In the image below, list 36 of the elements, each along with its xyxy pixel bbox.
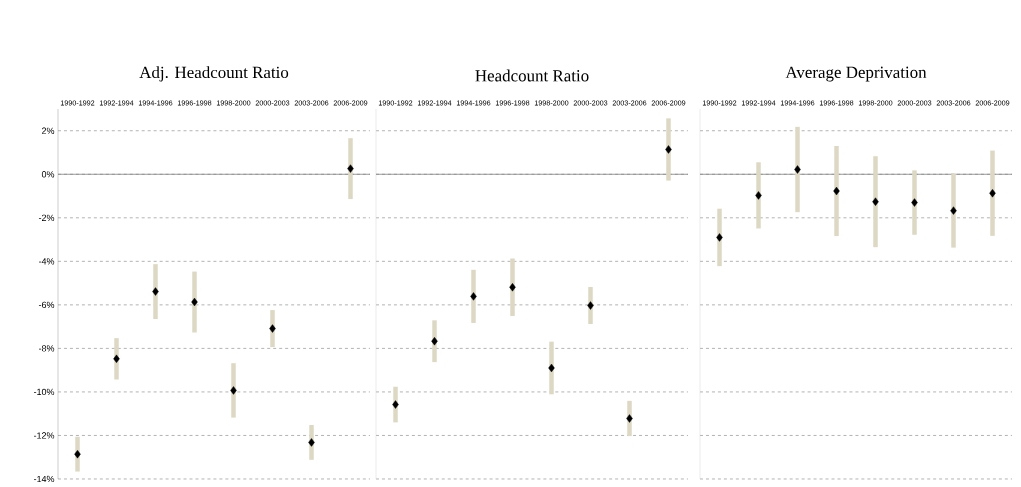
- point: [308, 438, 315, 447]
- y-tick-label: -12%: [33, 432, 55, 439]
- point: [113, 354, 120, 364]
- chart-title: Adj. Headcount Ratio: [139, 66, 289, 82]
- y-tick-label: -6%: [38, 301, 55, 309]
- point: [665, 145, 672, 154]
- point: [755, 191, 762, 200]
- y-tick-label: 0%: [41, 171, 55, 178]
- point: [74, 449, 81, 459]
- point: [626, 414, 633, 423]
- point: [392, 400, 399, 409]
- point: [911, 198, 918, 207]
- point: [833, 186, 840, 196]
- chart-title: Average Deprivation: [785, 66, 927, 82]
- point: [269, 324, 276, 333]
- point: [431, 337, 438, 346]
- y-tick-label: -10%: [33, 388, 55, 396]
- point: [548, 363, 555, 373]
- y-tick-label: -4%: [38, 258, 55, 265]
- point: [230, 386, 237, 395]
- point: [509, 283, 516, 292]
- chart-title: Headcount Ratio: [475, 69, 589, 82]
- point: [872, 197, 879, 206]
- point: [716, 233, 723, 242]
- point: [794, 165, 801, 174]
- point: [347, 164, 354, 173]
- point: [587, 301, 594, 310]
- point: [989, 189, 996, 198]
- y-tick-label: -14%: [33, 475, 55, 483]
- point: [950, 206, 957, 215]
- point: [470, 292, 477, 301]
- y-tick-label: 2%: [41, 127, 55, 134]
- y-tick-label: -8%: [38, 345, 55, 352]
- y-tick-label: -2%: [38, 214, 55, 221]
- point: [191, 297, 198, 307]
- point: [152, 287, 159, 296]
